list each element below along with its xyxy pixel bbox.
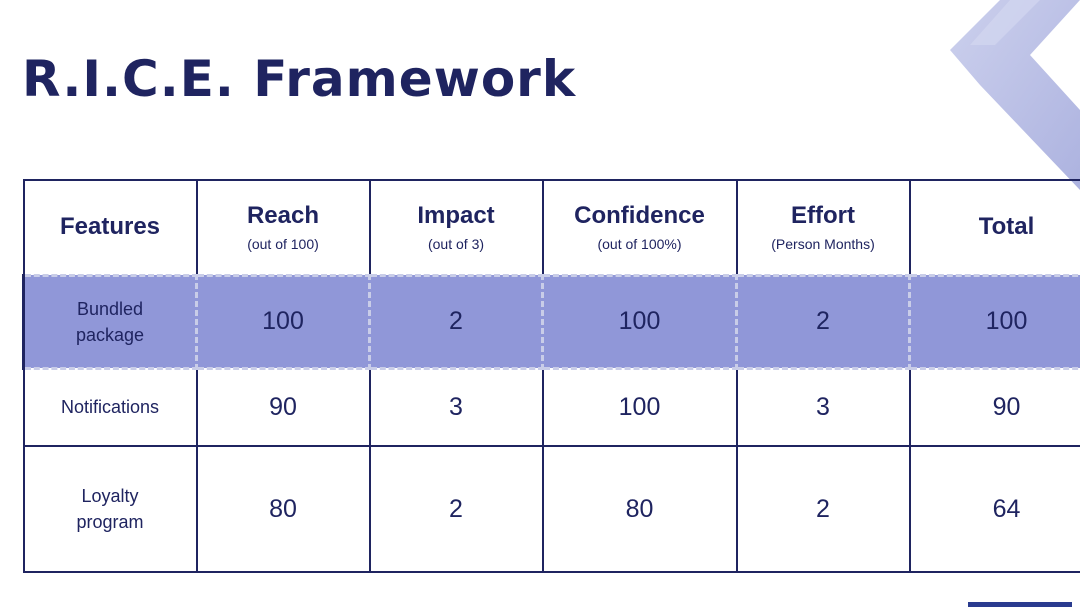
impact-cell: 2: [368, 273, 544, 370]
confidence-cell: 100: [541, 367, 738, 447]
reach-cell: 80: [195, 445, 371, 573]
header-row: Features Reach (out of 100) Impact (out of…: [22, 179, 1080, 276]
header-impact-sub: (out of 3): [427, 236, 485, 253]
feature-cell: Bundled package: [22, 273, 198, 370]
total-cell: 90: [908, 367, 1080, 447]
reach-cell: 90: [195, 367, 371, 447]
confidence-cell: 100: [541, 273, 738, 370]
rice-table: Features Reach (out of 100) Impact (out of…: [22, 179, 1080, 573]
header-reach: Reach (out of 100): [195, 179, 371, 276]
header-effort-sub: (Person Months): [771, 236, 875, 253]
corner-decoration: [950, 0, 1080, 190]
header-reach-sub: (out of 100): [247, 236, 319, 253]
effort-cell: 3: [735, 367, 911, 447]
header-confidence-sub: (out of 100%): [597, 236, 682, 253]
feature-cell: Loyalty program: [22, 445, 198, 573]
total-cell: 64: [908, 445, 1080, 573]
header-effort: Effort (Person Months): [735, 179, 911, 276]
effort-cell: 2: [735, 273, 911, 370]
table-row-loyalty-program: Loyalty program 80 2 80 2 64: [22, 445, 1080, 573]
table-row-notifications: Notifications 90 3 100 3 90: [22, 367, 1080, 447]
feature-cell: Notifications: [22, 367, 198, 447]
header-features: Features: [22, 179, 198, 276]
page-title: R.I.C.E. Framework: [22, 50, 577, 108]
header-total: Total: [908, 179, 1080, 276]
impact-cell: 2: [368, 445, 544, 573]
impact-cell: 3: [368, 367, 544, 447]
effort-cell: 2: [735, 445, 911, 573]
table-row-bundled-package: Bundled package 100 2 100 2 100: [22, 273, 1080, 370]
header-impact: Impact (out of 3): [368, 179, 544, 276]
total-cell: 100: [908, 273, 1080, 370]
header-confidence: Confidence (out of 100%): [541, 179, 738, 276]
confidence-cell: 80: [541, 445, 738, 573]
reach-cell: 100: [195, 273, 371, 370]
corner-bar: [968, 602, 1072, 607]
